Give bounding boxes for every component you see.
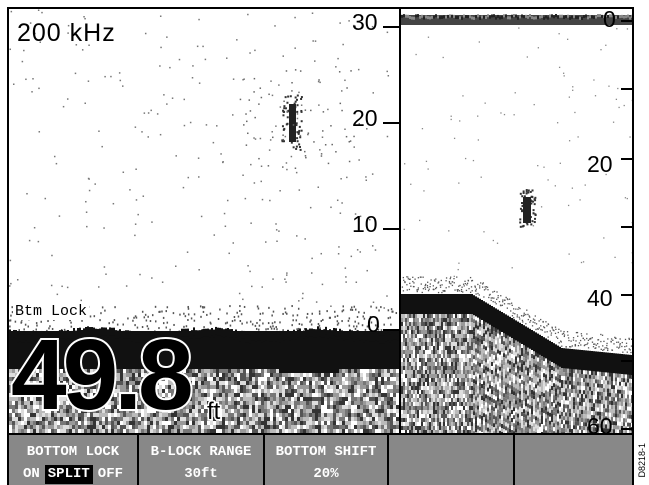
figure-code: D8218-1 xyxy=(637,443,647,478)
lock-scale-0: 0 xyxy=(367,311,380,337)
bottom-lock-options: ON SPLIT OFF xyxy=(9,465,137,484)
bottom-lock-pane: 200 kHz 30 20 10 0 Btm Lock 49.8 ft xyxy=(9,9,399,433)
normal-echogram xyxy=(401,14,632,433)
b-lock-range-value: 30ft xyxy=(184,466,218,482)
bottom-lock-echogram xyxy=(9,9,399,433)
bottom-lock-option-split[interactable]: SPLIT xyxy=(44,465,93,484)
b-lock-range-softkey[interactable]: B-LOCK RANGE 30ft xyxy=(139,435,263,485)
sonar-display-frame: 200 kHz 30 20 10 0 Btm Lock 49.8 ft 0 20… xyxy=(7,7,634,435)
depth-scale-60: 60 xyxy=(587,413,613,433)
bottom-shift-value: 20% xyxy=(313,466,339,482)
bottom-lock-title: BOTTOM LOCK xyxy=(26,444,120,460)
bottom-shift-softkey[interactable]: BOTTOM SHIFT 20% xyxy=(265,435,387,485)
softkey-bar: BOTTOM LOCK ON SPLIT OFF B-LOCK RANGE 30… xyxy=(7,435,634,485)
bottom-lock-option-on[interactable]: ON xyxy=(22,466,40,482)
depth-scale-40: 40 xyxy=(587,285,613,311)
bottom-lock-mode-label: Btm Lock xyxy=(13,303,90,320)
lock-scale-20: 20 xyxy=(352,105,378,131)
depth-scale-20: 20 xyxy=(587,151,613,177)
depth-value: 49.8 xyxy=(9,319,196,431)
softkey-5[interactable] xyxy=(515,435,632,485)
bottom-lock-option-off[interactable]: OFF xyxy=(97,466,124,482)
bottom-lock-softkey[interactable]: BOTTOM LOCK ON SPLIT OFF xyxy=(9,435,137,485)
depth-scale-0: 0 xyxy=(603,9,616,32)
depth-unit: ft xyxy=(205,397,221,427)
lock-scale-10: 10 xyxy=(352,211,378,237)
lock-scale-30: 30 xyxy=(352,9,378,35)
frequency-label: 200 kHz xyxy=(17,19,116,47)
bottom-shift-title: BOTTOM SHIFT xyxy=(275,444,377,460)
b-lock-range-title: B-LOCK RANGE xyxy=(150,444,252,460)
softkey-4[interactable] xyxy=(389,435,513,485)
normal-sonar-pane: 0 20 40 60 xyxy=(401,9,632,433)
